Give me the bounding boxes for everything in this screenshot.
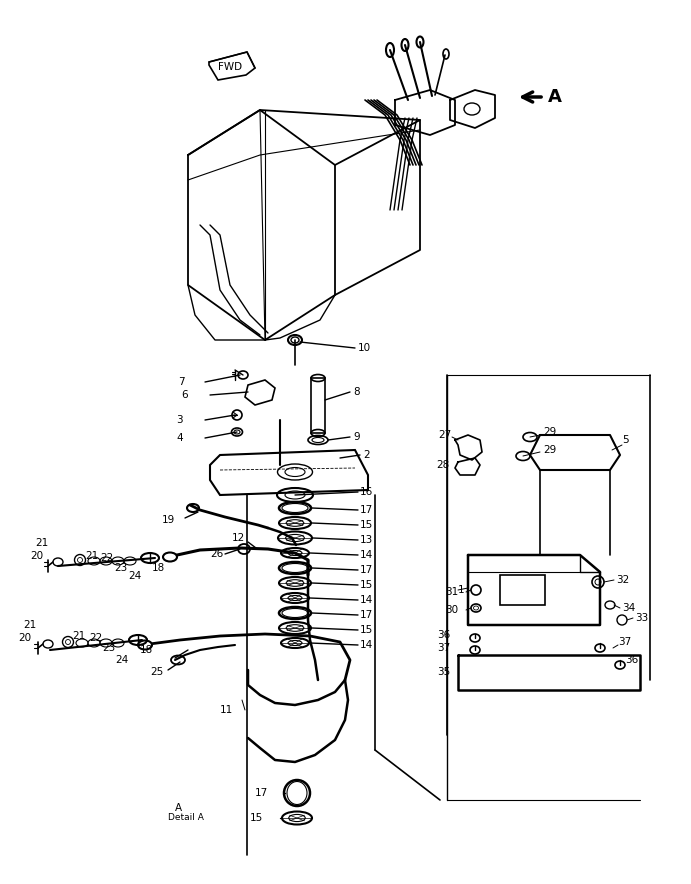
Text: 23: 23 bbox=[114, 563, 127, 573]
Text: 24: 24 bbox=[115, 655, 129, 665]
Text: 13: 13 bbox=[360, 535, 373, 545]
Text: 17: 17 bbox=[360, 610, 373, 620]
Text: 2: 2 bbox=[363, 450, 370, 460]
Text: 12: 12 bbox=[232, 533, 245, 543]
Text: 10: 10 bbox=[358, 343, 371, 353]
Text: 30: 30 bbox=[445, 605, 458, 615]
Text: 14: 14 bbox=[360, 550, 373, 560]
Text: 17: 17 bbox=[360, 565, 373, 575]
Text: 34: 34 bbox=[622, 603, 635, 613]
Text: 6: 6 bbox=[181, 390, 188, 400]
Text: 36: 36 bbox=[625, 655, 638, 665]
Text: 21: 21 bbox=[35, 538, 48, 548]
Text: 31: 31 bbox=[445, 587, 458, 597]
Text: 17: 17 bbox=[360, 505, 373, 515]
Text: 23: 23 bbox=[102, 643, 115, 653]
Bar bbox=[500, 575, 545, 605]
Text: 29: 29 bbox=[543, 427, 556, 437]
Text: 17: 17 bbox=[255, 788, 268, 798]
Text: 21: 21 bbox=[23, 620, 36, 630]
Bar bbox=[311, 378, 325, 433]
Text: 37: 37 bbox=[618, 637, 632, 647]
Text: 22: 22 bbox=[100, 553, 113, 563]
Text: 1: 1 bbox=[458, 585, 464, 595]
Ellipse shape bbox=[138, 641, 152, 650]
Text: 4: 4 bbox=[176, 433, 183, 443]
Text: A: A bbox=[548, 88, 562, 106]
Text: 22: 22 bbox=[89, 633, 102, 643]
Text: 21: 21 bbox=[85, 551, 98, 561]
Text: 20: 20 bbox=[18, 633, 31, 643]
Text: 9: 9 bbox=[353, 432, 359, 442]
Text: 21: 21 bbox=[72, 631, 85, 641]
Text: 28: 28 bbox=[437, 460, 450, 470]
Text: 32: 32 bbox=[616, 575, 630, 585]
Text: A: A bbox=[175, 803, 182, 813]
Text: 14: 14 bbox=[360, 595, 373, 605]
Text: 19: 19 bbox=[162, 515, 176, 525]
Text: 15: 15 bbox=[360, 625, 373, 635]
Text: 7: 7 bbox=[178, 377, 185, 387]
Text: 24: 24 bbox=[128, 571, 141, 581]
Text: 18: 18 bbox=[140, 645, 153, 655]
Text: 15: 15 bbox=[360, 520, 373, 530]
Text: 8: 8 bbox=[353, 387, 359, 397]
Text: 18: 18 bbox=[152, 563, 165, 573]
Text: Detail A: Detail A bbox=[168, 813, 204, 822]
Text: FWD: FWD bbox=[218, 62, 242, 72]
Text: 35: 35 bbox=[437, 667, 450, 677]
Text: 27: 27 bbox=[439, 430, 452, 440]
Text: 14: 14 bbox=[360, 640, 373, 650]
Text: 11: 11 bbox=[220, 705, 234, 715]
Text: 16: 16 bbox=[360, 487, 373, 497]
Text: 3: 3 bbox=[176, 415, 183, 425]
Text: 15: 15 bbox=[249, 813, 263, 823]
Text: 20: 20 bbox=[30, 551, 43, 561]
Text: 26: 26 bbox=[210, 549, 223, 559]
Text: 33: 33 bbox=[635, 613, 648, 623]
Text: 15: 15 bbox=[360, 580, 373, 590]
Text: 37: 37 bbox=[437, 643, 450, 653]
Ellipse shape bbox=[163, 552, 177, 561]
Text: 36: 36 bbox=[437, 630, 450, 640]
Text: 25: 25 bbox=[150, 667, 163, 677]
Text: 5: 5 bbox=[622, 435, 629, 445]
Text: 29: 29 bbox=[543, 445, 556, 455]
